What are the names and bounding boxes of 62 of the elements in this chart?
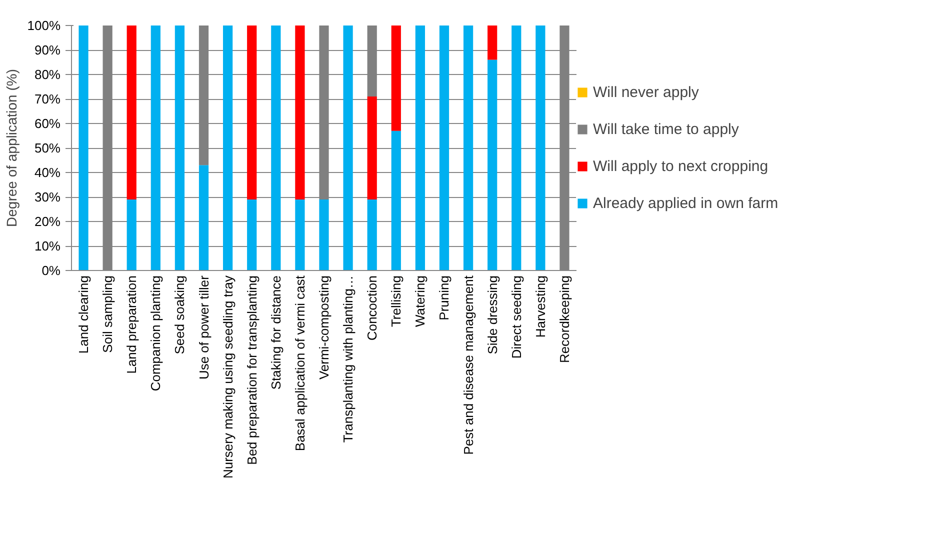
legend-label: Will apply to next cropping [593,158,768,174]
y-tick-label: 90% [34,42,61,58]
bar [174,26,185,270]
y-tick-label: 80% [34,67,61,82]
bar [488,60,498,270]
y-tick-label: 100% [27,18,61,33]
y-axis-title: Degree of application (%) [3,69,20,227]
bar [150,26,160,270]
bar [488,26,498,60]
bar [391,130,401,270]
legend-label: Will take time to apply [593,120,739,138]
x-tick-label: Use of power tiller [196,274,212,380]
bar [319,199,329,270]
bar [367,199,377,270]
x-tick-label: Harvesting [532,275,548,338]
bar [295,199,305,270]
x-tick-label: Pest and disease management [460,275,476,455]
bar [512,26,522,270]
x-tick-label: Companion planting [148,275,164,392]
bar [126,26,136,200]
y-tick-label: 10% [34,238,61,254]
bar [343,26,353,270]
x-tick-label: Concoction [364,275,380,341]
legend-label: Will never apply [593,84,699,100]
bar [78,26,88,270]
y-tick-label: 0% [42,263,61,278]
bar [198,165,209,270]
x-tick-label: Pruning [436,275,452,320]
y-tick-label: 20% [34,214,61,229]
bar [126,199,136,270]
y-tick-label: 50% [34,140,61,156]
x-tick-label: Vermi-composting [316,275,332,380]
bar [415,26,425,270]
x-tick-label: Transplanting with planting… [340,275,356,443]
bar [391,26,401,131]
bar [536,26,546,270]
x-tick-label: Land clearing [76,275,92,354]
bar [367,96,377,200]
x-tick-label: Side dressing [484,275,500,354]
y-tick-label: 40% [34,165,61,180]
bar [463,26,474,270]
y-tick-label: 60% [34,116,61,131]
x-tick-label: Land preparation [124,275,140,374]
x-tick-label: Bed preparation for transplanting [244,275,260,465]
x-tick-label: Staking for distance [268,275,284,390]
x-tick-label: Recordkeeping [556,275,572,363]
y-tick-label: 30% [34,190,61,204]
x-tick-label: Soil sampling [100,275,116,353]
bar [223,26,233,270]
x-tick-label: Trellising [388,276,404,328]
x-tick-label: Seed soaking [172,276,188,354]
bar [439,26,450,270]
x-tick-label: Direct seeding [508,275,524,359]
bar [295,26,305,200]
x-tick-label: Nursery making using seedling tray [220,275,236,479]
bar [247,199,257,270]
bar [271,26,281,270]
y-tick-label: 70% [34,92,61,106]
x-tick-label: Basal application of vermi cast [292,275,308,452]
legend-label: Already applied in own farm [593,194,778,212]
x-tick-label: Watering [412,275,428,328]
bar [247,26,257,200]
